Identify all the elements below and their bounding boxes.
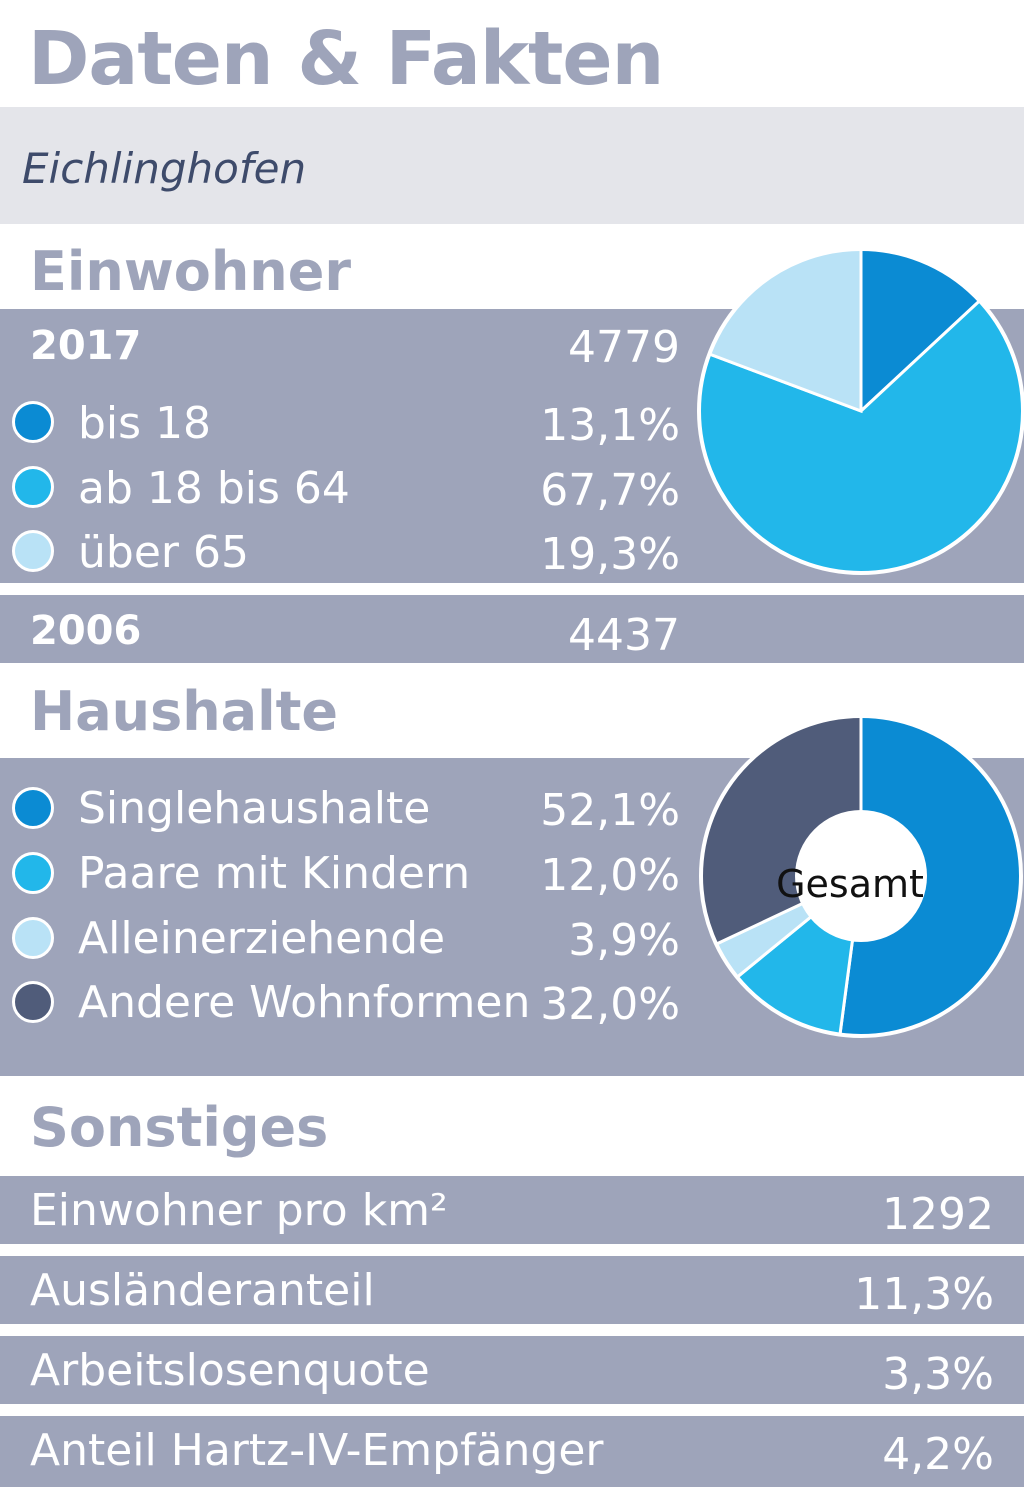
page-title: Daten & Fakten	[28, 16, 664, 102]
haushalte-donut-chart: Gesamt	[699, 714, 1023, 1038]
legend-dot-andere	[12, 981, 54, 1023]
sonstiges-row-1	[0, 1176, 1024, 1244]
sonstiges-label-arbeitslos: Arbeitslosenquote	[30, 1345, 430, 1396]
legend-label-paare: Paare mit Kindern	[78, 848, 471, 899]
legend-label-ueber-65: über 65	[78, 527, 249, 578]
sonstiges-heading: Sonstiges	[30, 1096, 329, 1159]
einwohner-pie-chart	[697, 247, 1024, 575]
legend-dot-singlehaushalte	[12, 787, 54, 829]
einwohner-pie-outline	[697, 247, 1024, 575]
haushalte-heading: Haushalte	[30, 680, 339, 743]
legend-label-alleinerziehende: Alleinerziehende	[78, 913, 446, 964]
legend-label-18-64: ab 18 bis 64	[78, 463, 350, 514]
haushalte-donut-outline	[699, 714, 1023, 1038]
sonstiges-row-2	[0, 1256, 1024, 1324]
sonstiges-value-hartz: 4,2%	[882, 1429, 994, 1480]
sonstiges-value-dichte: 1292	[882, 1189, 994, 1240]
sonstiges-label-auslaender: Ausländeranteil	[30, 1265, 375, 1316]
sonstiges-label-hartz: Anteil Hartz-IV-Empfänger	[30, 1425, 604, 1476]
legend-value-bis-18: 13,1%	[540, 400, 680, 451]
einwohner-2006-band	[0, 595, 1024, 663]
sonstiges-row-4	[0, 1416, 1024, 1487]
legend-dot-18-64	[12, 466, 54, 508]
sonstiges-row-3	[0, 1336, 1024, 1404]
legend-value-alleinerziehende: 3,9%	[568, 915, 680, 966]
location-band	[0, 107, 1024, 224]
donut-center-label: Gesamt	[776, 862, 924, 906]
einwohner-value-2006: 4437	[568, 610, 680, 661]
sonstiges-value-auslaender: 11,3%	[854, 1269, 994, 1320]
legend-dot-paare	[12, 852, 54, 894]
sonstiges-value-arbeitslos: 3,3%	[882, 1349, 994, 1400]
einwohner-year-2006: 2006	[30, 608, 142, 654]
legend-dot-alleinerziehende	[12, 917, 54, 959]
legend-dot-ueber-65	[12, 530, 54, 572]
legend-value-ueber-65: 19,3%	[540, 529, 680, 580]
legend-value-andere: 32,0%	[540, 979, 680, 1030]
haushalte-donut-center-hole	[795, 810, 927, 942]
legend-value-18-64: 67,7%	[540, 465, 680, 516]
sonstiges-label-dichte: Einwohner pro km²	[30, 1185, 448, 1236]
legend-dot-bis-18	[12, 401, 54, 443]
location-name: Eichlinghofen	[22, 144, 307, 193]
legend-label-bis-18: bis 18	[78, 398, 212, 449]
einwohner-heading: Einwohner	[30, 240, 351, 303]
legend-label-singlehaushalte: Singlehaushalte	[78, 783, 431, 834]
legend-value-paare: 12,0%	[540, 850, 680, 901]
einwohner-value-2017: 4779	[568, 322, 680, 373]
legend-value-singlehaushalte: 52,1%	[540, 785, 680, 836]
einwohner-year-2017: 2017	[30, 323, 142, 369]
legend-label-andere: Andere Wohnformen	[78, 977, 531, 1028]
